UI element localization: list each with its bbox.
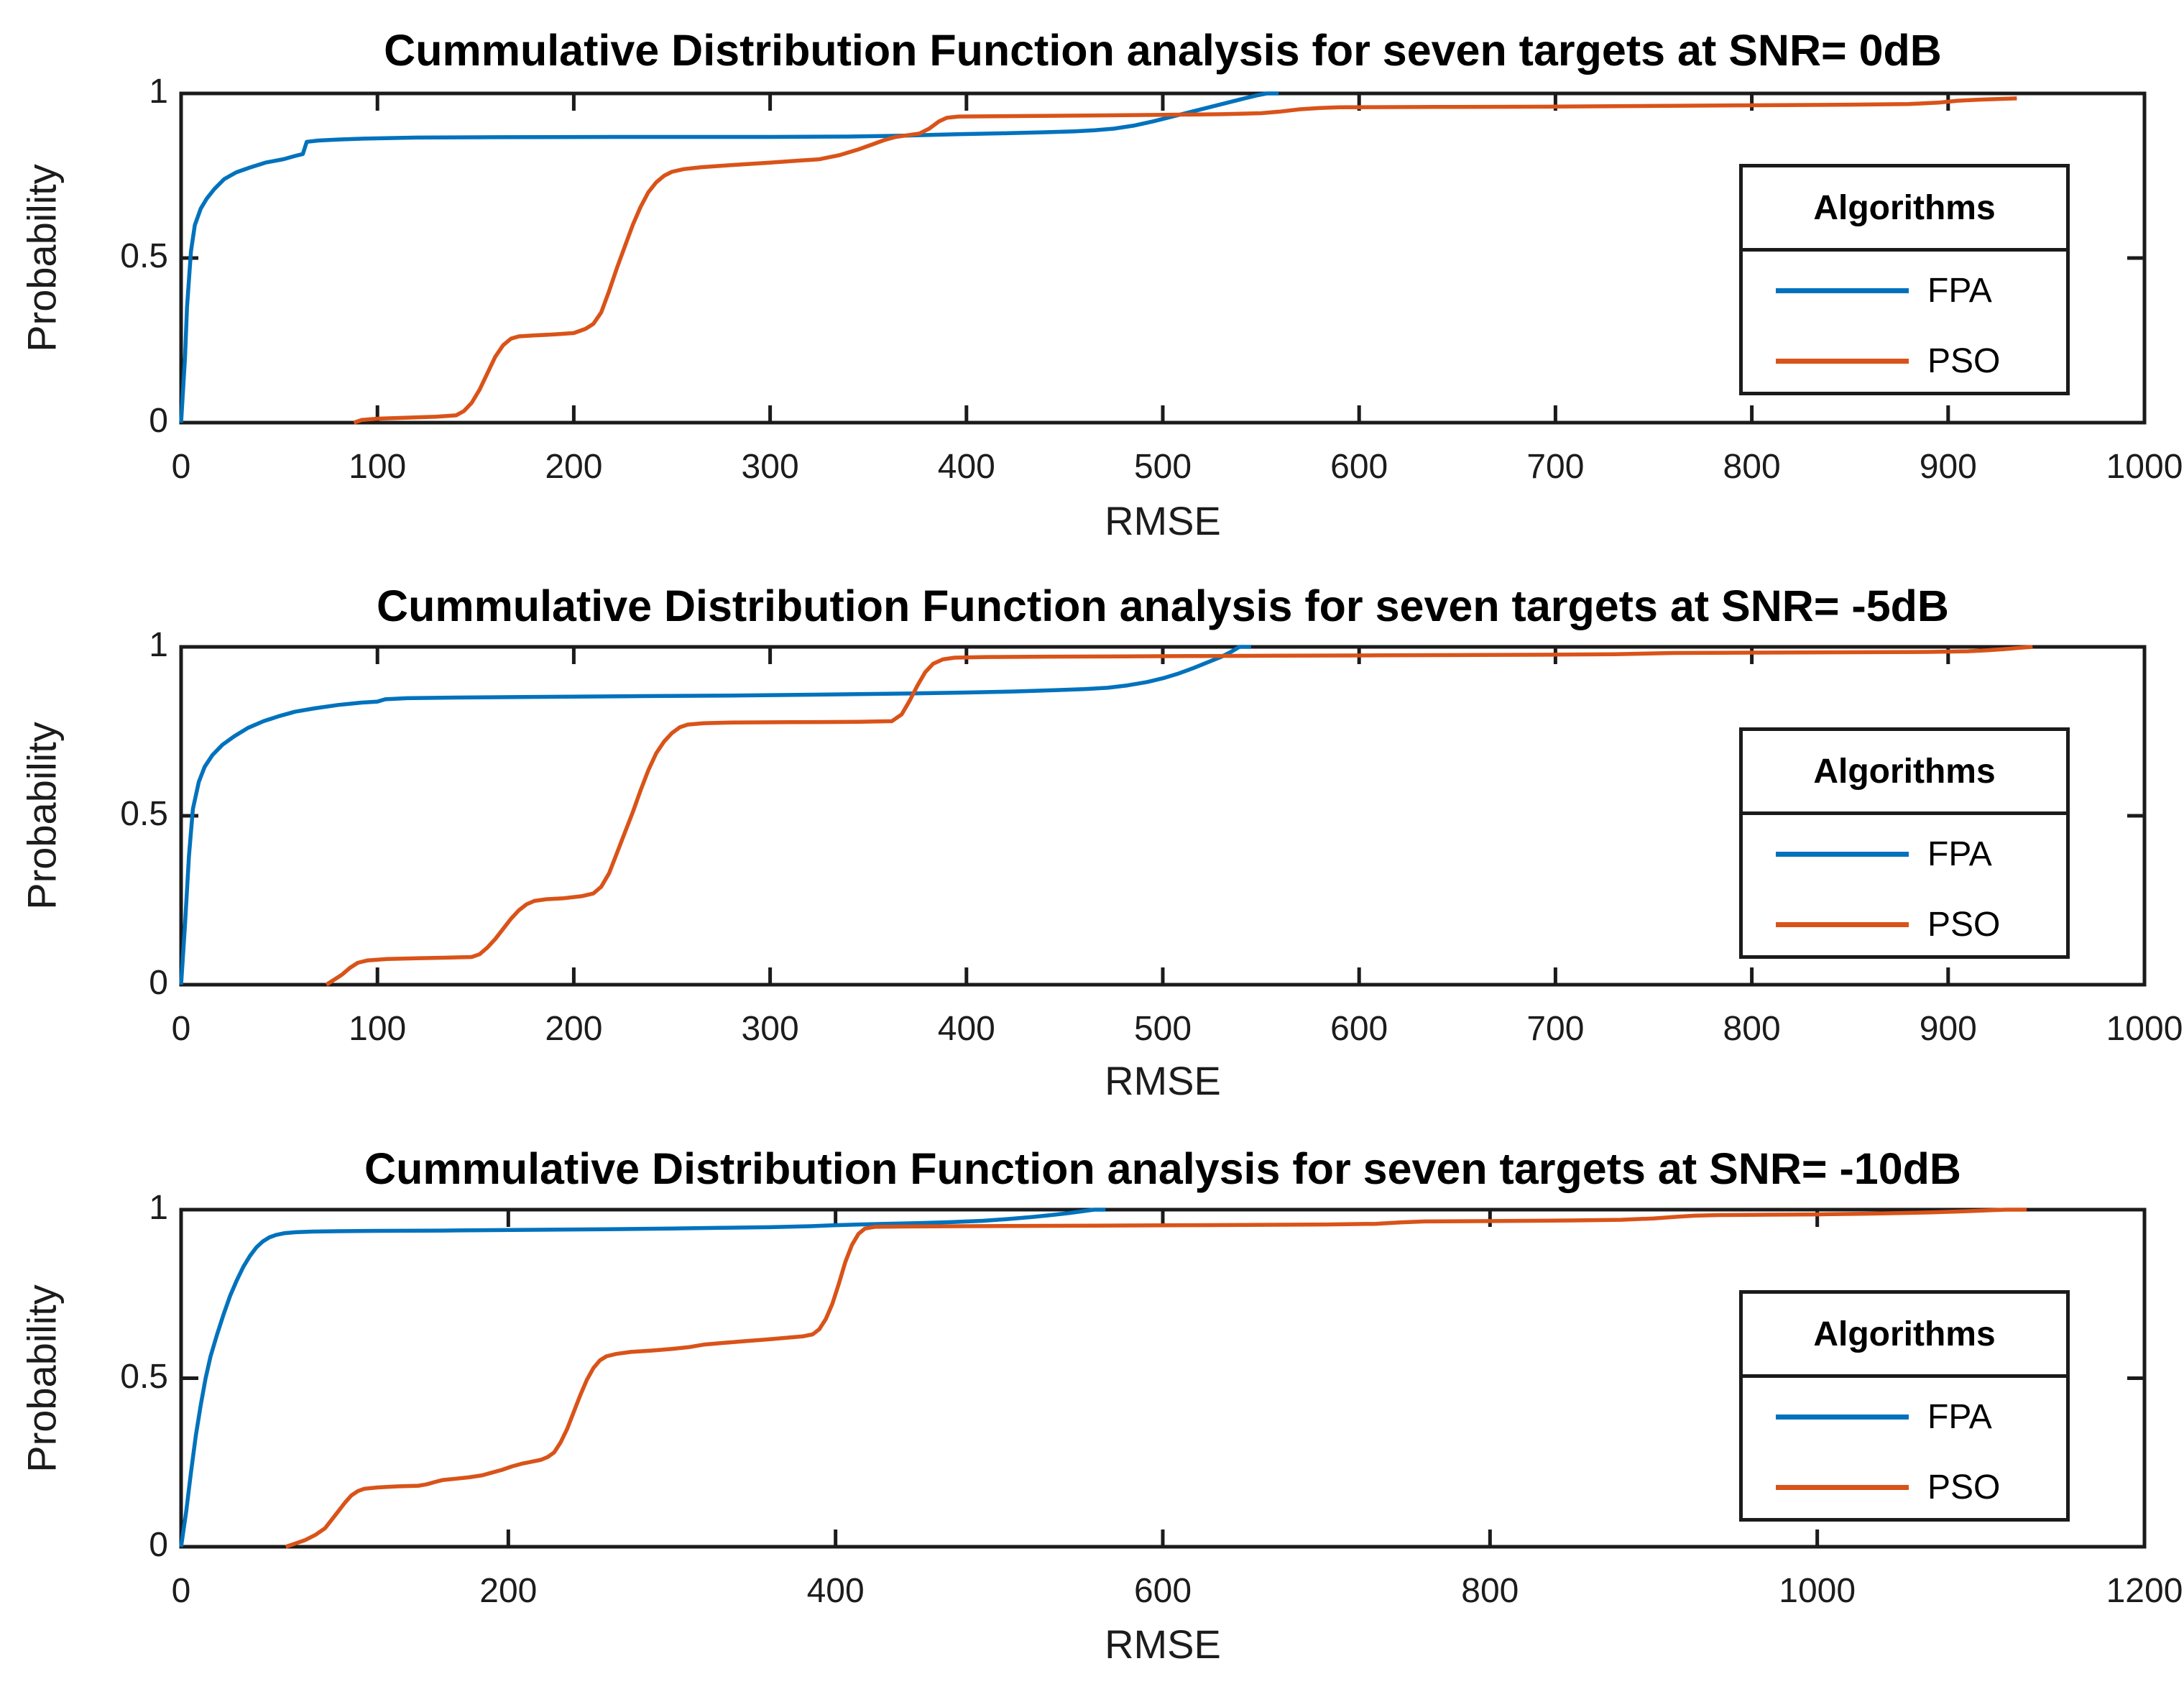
legend-title: Algorithms (1743, 167, 2066, 252)
legend-label-pso: PSO (1927, 1468, 2001, 1506)
pso-line-swatch (1776, 1484, 1909, 1490)
legend-entries: FPA PSO (1743, 1378, 2066, 1527)
fpa-curve (179, 645, 1251, 985)
plot-title-snr-0db: Cummulative Distribution Function analys… (384, 26, 1942, 75)
x-tick-label: 600 (1133, 1572, 1192, 1610)
x-tick-label: 100 (349, 1010, 407, 1048)
y-tick-label: 0.5 (120, 795, 168, 833)
legend-title: Algorithms (1743, 1294, 2066, 1378)
x-tick-label: 500 (1133, 448, 1192, 486)
pso-line-swatch (1776, 921, 1909, 927)
pso-curve (353, 96, 2017, 425)
legend-box: Algorithms FPA PSO (1739, 1290, 2070, 1522)
legend-label-pso: PSO (1927, 905, 2001, 944)
legend-entry-pso: PSO (1743, 905, 2066, 944)
x-axis-label: RMSE (1105, 1622, 1221, 1667)
y-tick-label: 0.5 (120, 1357, 168, 1396)
x-tick-label: 300 (741, 448, 799, 486)
pso-line-swatch (1776, 358, 1909, 364)
x-tick-label: 800 (1461, 1572, 1519, 1610)
y-tick-label: 1 (149, 626, 168, 664)
x-tick-label: 400 (937, 448, 995, 486)
y-tick-label: 1 (149, 73, 168, 111)
legend-title: Algorithms (1743, 731, 2066, 815)
pso-curve (325, 645, 2033, 987)
x-tick-label: 600 (1330, 448, 1388, 486)
x-tick-label: 500 (1133, 1010, 1192, 1048)
legend-entries: FPA PSO (1743, 815, 2066, 964)
x-tick-label: 0 (171, 1010, 191, 1048)
legend-entry-fpa: FPA (1743, 834, 2066, 874)
y-tick-label: 1 (149, 1189, 168, 1227)
fpa-line-swatch (1776, 1414, 1909, 1420)
x-tick-label: 200 (545, 1010, 603, 1048)
legend-entry-pso: PSO (1743, 1468, 2066, 1507)
x-tick-label: 1000 (2106, 1010, 2183, 1048)
fpa-curve (179, 91, 1279, 423)
x-tick-label: 300 (741, 1010, 799, 1048)
pso-curve (285, 1208, 2027, 1549)
x-tick-label: 600 (1330, 1010, 1388, 1048)
x-tick-label: 1000 (1779, 1572, 1856, 1610)
x-axis-label: RMSE (1105, 1058, 1221, 1103)
y-tick-label: 0.5 (120, 237, 168, 275)
x-tick-label: 200 (545, 448, 603, 486)
plot-title-snr-minus10db: Cummulative Distribution Function analys… (364, 1144, 1961, 1193)
x-tick-label: 700 (1526, 1010, 1585, 1048)
legend-box: Algorithms FPA PSO (1739, 727, 2070, 959)
x-tick-label: 400 (937, 1010, 995, 1048)
x-tick-label: 1000 (2106, 448, 2183, 486)
y-tick-label: 0 (149, 1526, 168, 1564)
x-tick-label: 700 (1526, 448, 1585, 486)
legend-label-fpa: FPA (1927, 835, 1992, 874)
legend-label-pso: PSO (1927, 341, 2001, 380)
legend-label-fpa: FPA (1927, 272, 1992, 310)
legend-entry-fpa: FPA (1743, 271, 2066, 310)
legend-entry-fpa: FPA (1743, 1397, 2066, 1437)
x-tick-label: 400 (806, 1572, 865, 1610)
legend-entry-pso: PSO (1743, 341, 2066, 381)
plot-title-snr-minus5db: Cummulative Distribution Function analys… (377, 581, 1949, 630)
x-axis-label: RMSE (1105, 498, 1221, 543)
x-tick-label: 1200 (2106, 1572, 2183, 1610)
x-tick-label: 900 (1919, 448, 1977, 486)
fpa-line-swatch (1776, 852, 1909, 857)
y-tick-label: 0 (149, 402, 168, 440)
x-tick-label: 900 (1919, 1010, 1977, 1048)
legend-entries: FPA PSO (1743, 252, 2066, 400)
legend-label-fpa: FPA (1927, 1398, 1992, 1437)
fpa-curve (179, 1208, 1106, 1547)
fpa-line-swatch (1776, 288, 1909, 294)
x-tick-label: 100 (349, 448, 407, 486)
x-tick-label: 0 (171, 448, 191, 486)
x-tick-label: 800 (1723, 448, 1781, 486)
x-tick-label: 800 (1723, 1010, 1781, 1048)
legend-box: Algorithms FPA PSO (1739, 164, 2070, 395)
y-tick-label: 0 (149, 964, 168, 1002)
x-tick-label: 0 (171, 1572, 191, 1610)
x-tick-label: 200 (479, 1572, 538, 1610)
